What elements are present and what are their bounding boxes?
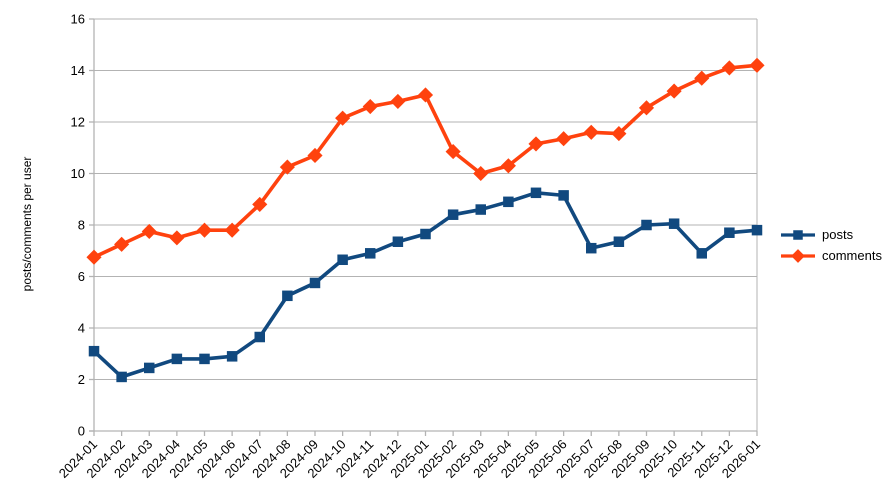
legend-label-posts: posts <box>822 227 854 242</box>
square-marker-icon <box>586 242 597 254</box>
diamond-marker-icon <box>196 222 213 238</box>
y-tick-label: 10 <box>71 166 85 181</box>
diamond-marker-icon <box>500 158 516 174</box>
square-marker-icon <box>696 248 707 259</box>
diamond-marker-icon <box>611 126 627 142</box>
square-marker-icon <box>668 218 680 229</box>
diamond-marker-icon <box>694 70 710 86</box>
diamond-marker-icon <box>362 98 378 115</box>
diamond-marker-icon <box>390 93 406 109</box>
series-comments <box>86 57 765 265</box>
square-marker-icon <box>199 353 210 365</box>
diamond-marker-icon <box>141 223 157 239</box>
diamond-marker-icon <box>473 165 489 182</box>
diamond-marker-icon <box>114 236 130 252</box>
square-marker-icon <box>226 351 238 362</box>
posts-line <box>92 191 759 379</box>
square-marker-icon <box>724 227 735 238</box>
diamond-marker-icon <box>417 87 434 103</box>
square-marker-icon <box>392 236 404 247</box>
diamond-marker-icon <box>279 159 295 175</box>
diamond-marker-icon <box>169 230 185 246</box>
y-tick-label: 6 <box>78 269 85 284</box>
diamond-marker-icon <box>335 110 351 126</box>
legend-label-comments: comments <box>822 248 882 263</box>
series-posts <box>88 187 763 383</box>
diamond-marker-icon <box>583 124 599 140</box>
square-marker-icon <box>282 290 293 302</box>
diamond-marker-icon <box>556 131 572 147</box>
y-axis-title: posts/comments per user <box>20 156 34 292</box>
diamond-marker-icon <box>307 147 323 164</box>
legend-item-comments: comments <box>781 248 882 263</box>
legend: posts comments <box>781 227 882 263</box>
diamond-marker-icon <box>224 222 240 238</box>
diamond-marker-icon <box>791 248 805 263</box>
diamond-marker-icon <box>86 249 102 265</box>
square-marker-icon <box>530 187 542 199</box>
y-tick-label: 8 <box>78 218 85 233</box>
diamond-marker-icon <box>445 144 461 160</box>
posts-line-marker-icon <box>781 229 815 240</box>
diamond-marker-icon <box>666 83 682 99</box>
diamond-marker-icon <box>252 196 268 212</box>
square-marker-icon <box>475 204 486 215</box>
diamond-marker-icon <box>638 100 655 116</box>
comments-line-marker-icon <box>781 248 815 263</box>
square-marker-icon <box>309 277 321 289</box>
y-tick-label: 0 <box>78 424 85 439</box>
square-marker-icon <box>171 353 183 365</box>
square-marker-icon <box>447 209 459 220</box>
legend-item-posts: posts <box>781 227 882 242</box>
square-marker-icon <box>144 362 155 374</box>
square-marker-icon <box>751 224 763 236</box>
y-tick-label: 12 <box>71 115 85 130</box>
square-marker-icon <box>641 219 652 231</box>
square-marker-icon <box>88 345 100 357</box>
diamond-marker-icon <box>528 136 544 152</box>
y-tick-label: 2 <box>78 372 85 387</box>
square-marker-icon <box>116 371 127 383</box>
square-marker-icon <box>365 248 376 259</box>
diamond-marker-icon <box>749 57 765 73</box>
y-tick-label: 14 <box>71 63 85 78</box>
square-marker-icon <box>613 236 625 247</box>
square-marker-icon <box>337 254 348 266</box>
square-marker-icon <box>420 228 431 240</box>
square-marker-icon <box>254 331 265 343</box>
square-marker-icon <box>558 190 569 201</box>
diamond-marker-icon <box>721 60 737 76</box>
square-marker-icon <box>793 229 803 240</box>
y-tick-label: 4 <box>78 321 85 336</box>
y-tick-label: 16 <box>71 12 85 27</box>
square-marker-icon <box>503 196 514 208</box>
